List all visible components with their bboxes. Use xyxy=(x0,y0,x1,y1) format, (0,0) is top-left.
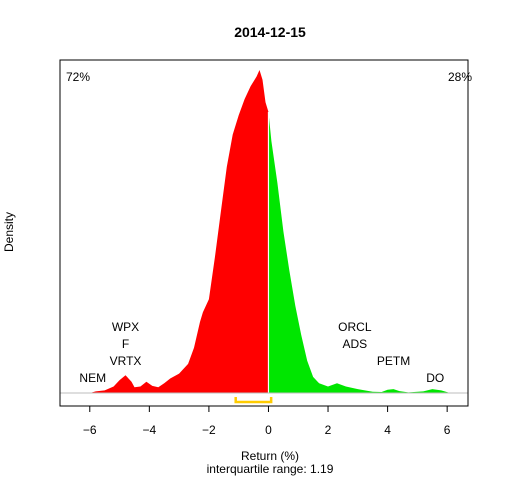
negative-share-label: 72% xyxy=(66,70,90,84)
annotation-ads: ADS xyxy=(342,337,367,351)
annotation-nem: NEM xyxy=(79,371,106,385)
annotation-do: DO xyxy=(426,371,444,385)
x-tick-label: 4 xyxy=(384,423,391,437)
annotation-petm: PETM xyxy=(377,354,410,368)
iqr-bracket xyxy=(234,397,273,404)
x-tick-label: 2 xyxy=(325,423,332,437)
annotation-f: F xyxy=(122,337,129,351)
annotation-orcl: ORCL xyxy=(338,320,372,334)
annotation-vrtx: VRTX xyxy=(110,354,142,368)
iqr-subtitle: interquartile range: 1.19 xyxy=(207,462,334,476)
x-axis-label: Return (%) xyxy=(241,449,299,463)
positive-share-label: 28% xyxy=(448,70,472,84)
ticker-annotations: NEM VRTX F WPX ORCL ADS PETM DO xyxy=(79,320,444,385)
x-tick-label: −4 xyxy=(142,423,156,437)
density-areas xyxy=(60,70,468,404)
x-tick-label: 6 xyxy=(444,423,451,437)
plot-frame xyxy=(59,59,469,407)
positive-density-area xyxy=(268,112,451,393)
x-axis: −6 −4 −2 0 2 4 6 xyxy=(83,406,451,437)
annotation-wpx: WPX xyxy=(112,320,139,334)
x-tick-label: 0 xyxy=(265,423,272,437)
y-axis-label: Density xyxy=(2,212,16,252)
x-tick-label: −2 xyxy=(202,423,216,437)
chart-title: 2014-12-15 xyxy=(234,24,306,40)
negative-density-area xyxy=(89,70,269,393)
x-tick-label: −6 xyxy=(83,423,97,437)
